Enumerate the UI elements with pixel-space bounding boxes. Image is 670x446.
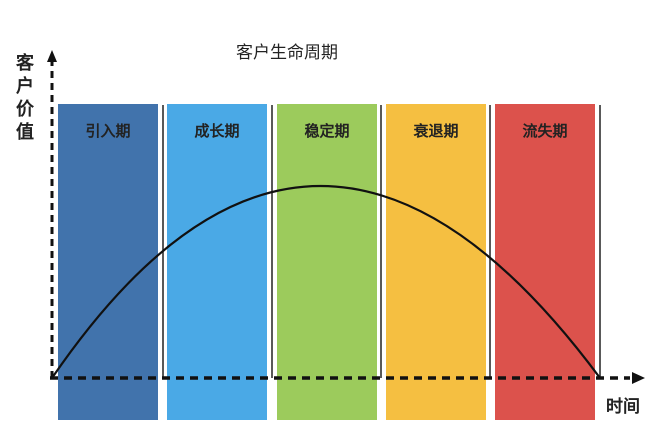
stage-label: 流失期 bbox=[522, 122, 568, 140]
stage-churn: 流失期 bbox=[495, 104, 595, 420]
stage-label: 引入期 bbox=[85, 122, 131, 140]
y-axis-arrow-icon bbox=[47, 50, 57, 62]
x-axis-arrow-icon bbox=[632, 372, 645, 384]
stage-decline: 衰退期 bbox=[386, 104, 486, 420]
stage-separators bbox=[162, 105, 601, 378]
stage-stable: 稳定期 bbox=[277, 104, 377, 420]
value-curve bbox=[51, 185, 601, 379]
stage-introduction: 引入期 bbox=[58, 104, 158, 420]
stage-label: 稳定期 bbox=[304, 122, 350, 140]
diagram-title: 客户生命周期 bbox=[236, 43, 338, 63]
stage-growth: 成长期 bbox=[167, 104, 267, 420]
stage-label: 成长期 bbox=[194, 122, 240, 140]
x-axis-label: 时间 bbox=[606, 397, 640, 417]
stage-label: 衰退期 bbox=[413, 122, 459, 140]
y-axis-label: 客户价值 bbox=[16, 53, 34, 143]
